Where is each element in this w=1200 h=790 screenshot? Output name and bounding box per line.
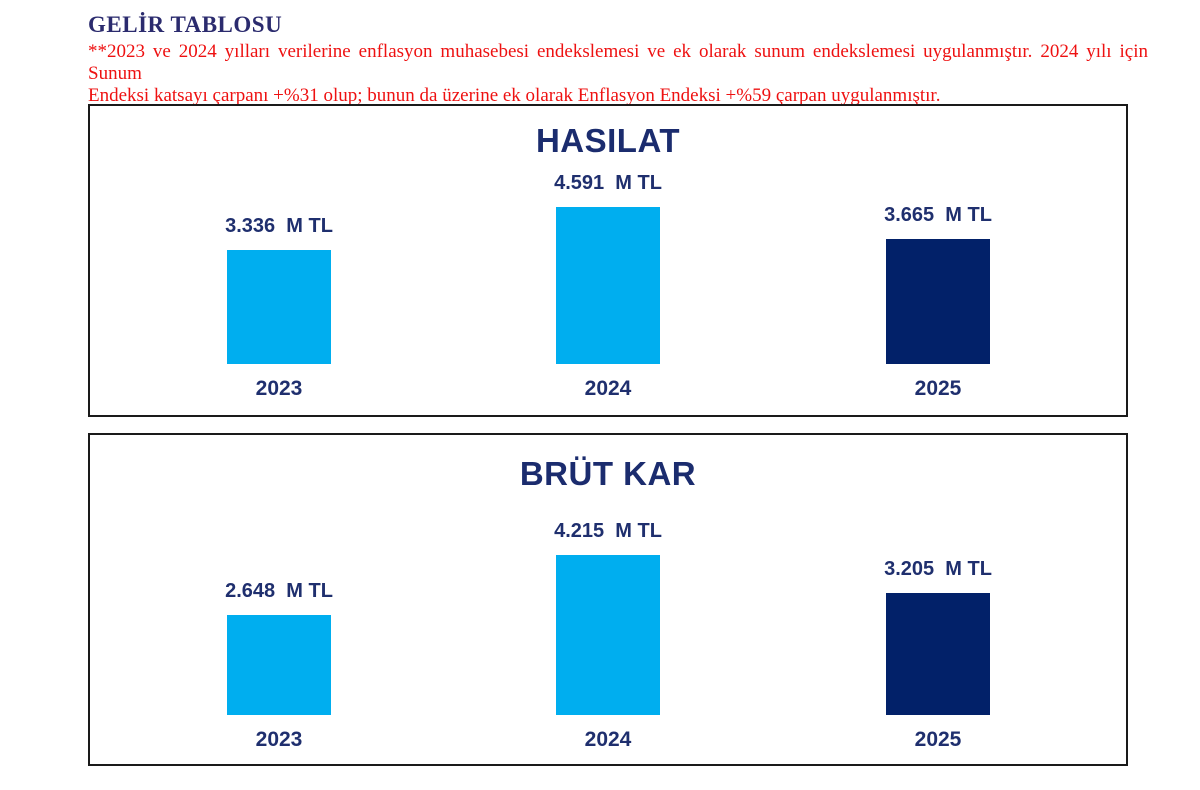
- bar-category-label: 2025: [914, 728, 962, 751]
- chart-title: BRÜT KAR: [519, 455, 697, 492]
- bar-group-2025: 3.665 M TL 2025: [838, 203, 1038, 401]
- bar-2023: [227, 614, 331, 715]
- bar-group-2023: 2.648 M TL 2023: [179, 579, 379, 753]
- bar-value-label: 3.336 M TL: [225, 214, 333, 237]
- chart-title: HASILAT: [535, 122, 681, 159]
- bar-2025: [886, 593, 990, 715]
- bar-2024: [556, 207, 660, 364]
- bar-value-label: 4.215 M TL: [554, 520, 662, 542]
- bar-value-label: 3.665 M TL: [884, 203, 992, 226]
- bar-value-label: 4.591 M TL: [554, 172, 662, 194]
- bar-group-2024: 4.215 M TL 2024: [508, 519, 708, 752]
- bar-category-label: 2024: [584, 728, 632, 751]
- bar-value-label: 3.205 M TL: [884, 558, 992, 581]
- bar-group-2023: 3.336 M TL 2023: [179, 214, 379, 401]
- bar-category-label: 2023: [255, 377, 303, 400]
- footnote-line-1: **2023 ve 2024 yılları verilerine enflas…: [88, 41, 1148, 84]
- footnote-text: **2023 ve 2024 yılları verilerine enflas…: [88, 41, 1148, 107]
- bar-value-label: 2.648 M TL: [225, 579, 333, 602]
- footnote-line-2: Endeksi katsayı çarpanı +%31 olup; bunun…: [88, 85, 941, 106]
- bar-category-label: 2023: [255, 728, 303, 751]
- bar-2024: [556, 555, 660, 715]
- bar-2025: [886, 238, 990, 364]
- bar-group-2025: 3.205 M TL 2025: [838, 557, 1038, 752]
- chart-hasilat: HASILAT 3.336 M TL 2023 4.591 M TL 2024 …: [88, 104, 1128, 417]
- page-title: GELİR TABLOSU: [88, 12, 283, 37]
- chart-brut-kar: BRÜT KAR 2.648 M TL 2023 4.215 M TL 2024…: [88, 433, 1128, 766]
- bar-group-2024: 4.591 M TL 2024: [508, 171, 708, 401]
- bar-category-label: 2025: [914, 377, 962, 400]
- bar-category-label: 2024: [584, 377, 632, 400]
- bar-2023: [227, 249, 331, 364]
